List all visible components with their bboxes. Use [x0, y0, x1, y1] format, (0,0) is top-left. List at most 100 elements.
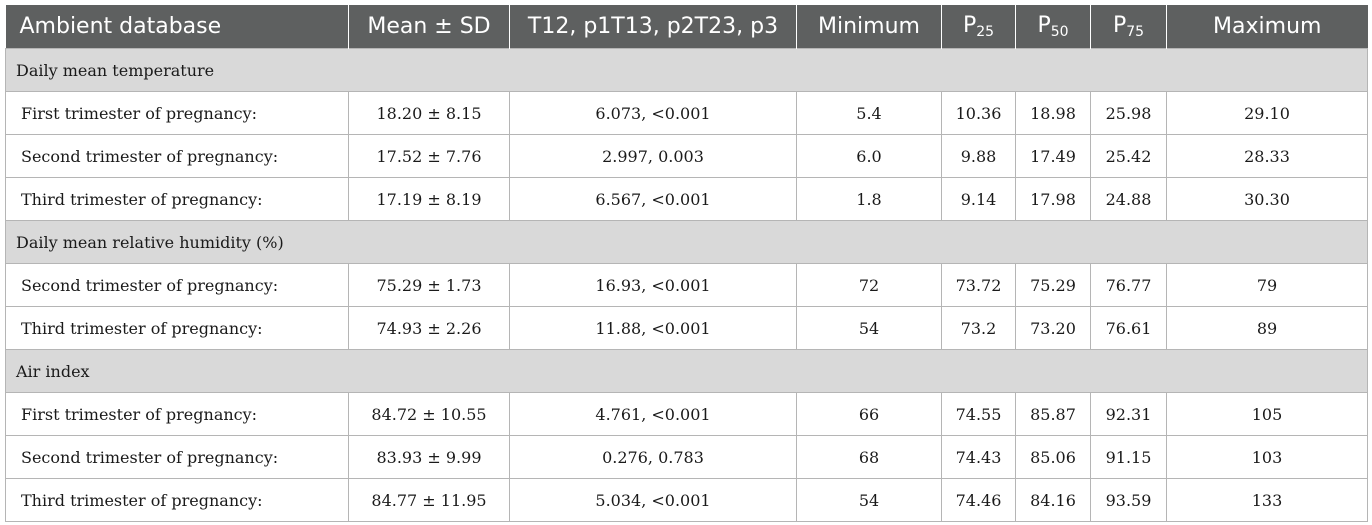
- table-cell: 74.43: [941, 435, 1016, 479]
- table-cell: 6.073, <0.001: [509, 91, 797, 135]
- column-header-text: P: [1112, 13, 1127, 38]
- table-cell: 84.77 ± 11.95: [348, 478, 510, 522]
- section-title: Air index: [5, 349, 1368, 393]
- column-header: T12, p1T13, p2T23, p3: [509, 5, 797, 49]
- column-header: Ambient database: [5, 5, 349, 49]
- table-cell: 25.98: [1090, 91, 1167, 135]
- table-cell: 25.42: [1090, 134, 1167, 178]
- table-cell: 5.034, <0.001: [509, 478, 797, 522]
- table-cell: 16.93, <0.001: [509, 263, 797, 307]
- table-cell: 74.93 ± 2.26: [348, 306, 510, 350]
- table-cell: 93.59: [1090, 478, 1167, 522]
- table-row: Second trimester of pregnancy: 83.93 ± 9.…: [5, 435, 1368, 479]
- column-header-text: Mean ± SD: [367, 14, 491, 39]
- table-cell: 0.276, 0.783: [509, 435, 797, 479]
- row-label: Third trimester of pregnancy:: [5, 177, 349, 221]
- column-header: P25: [941, 5, 1016, 49]
- table-cell: 9.14: [941, 177, 1016, 221]
- table-cell: 54: [796, 306, 942, 350]
- table-cell: 17.49: [1015, 134, 1091, 178]
- header-row: Ambient database Mean ± SD T12, p1T13, p2T…: [5, 5, 1368, 49]
- table-cell: 133: [1166, 478, 1368, 522]
- section-title: Daily mean relative humidity (%): [5, 220, 1368, 264]
- table-cell: 73.72: [941, 263, 1016, 307]
- statistics-table: Ambient database Mean ± SD T12, p1T13, p2T…: [5, 5, 1368, 522]
- table-cell: 92.31: [1090, 392, 1167, 436]
- table-cell: 1.8: [796, 177, 942, 221]
- table-cell: 4.761, <0.001: [509, 392, 797, 436]
- table-cell: 29.10: [1166, 91, 1368, 135]
- table-cell: 24.88: [1090, 177, 1167, 221]
- row-label: First trimester of pregnancy:: [5, 392, 349, 436]
- table-row: Second trimester of pregnancy: 17.52 ± 7.…: [5, 134, 1368, 178]
- table-cell: 6.0: [796, 134, 942, 178]
- column-header: Minimum: [796, 5, 942, 49]
- column-header-text: Minimum: [818, 14, 920, 39]
- table-cell: 105: [1166, 392, 1368, 436]
- column-header-text: P: [962, 13, 977, 38]
- table-cell: 72: [796, 263, 942, 307]
- table-body: Daily mean temperature First trimester of…: [5, 48, 1368, 522]
- table-cell: 76.61: [1090, 306, 1167, 350]
- table-cell: 17.19 ± 8.19: [348, 177, 510, 221]
- table-cell: 91.15: [1090, 435, 1167, 479]
- table-cell: 18.98: [1015, 91, 1091, 135]
- table-cell: 73.20: [1015, 306, 1091, 350]
- table-cell: 68: [796, 435, 942, 479]
- section-row: Daily mean temperature: [5, 48, 1368, 92]
- table-cell: 84.16: [1015, 478, 1091, 522]
- table-cell: 75.29 ± 1.73: [348, 263, 510, 307]
- table-cell: 11.88, <0.001: [509, 306, 797, 350]
- column-header: Mean ± SD: [348, 5, 510, 49]
- column-header-text: P: [1037, 13, 1051, 38]
- table-cell: 17.98: [1015, 177, 1091, 221]
- column-header-subscript: 50: [1050, 24, 1069, 40]
- table-cell: 2.997, 0.003: [509, 134, 797, 178]
- table-cell: 54: [796, 478, 942, 522]
- section-row: Air index: [5, 349, 1368, 393]
- row-label: Second trimester of pregnancy:: [5, 134, 349, 178]
- column-header-subscript: 25: [976, 24, 995, 40]
- table-cell: 6.567, <0.001: [509, 177, 797, 221]
- row-label: Third trimester of pregnancy:: [5, 306, 349, 350]
- table-row: First trimester of pregnancy: 18.20 ± 8.1…: [5, 91, 1368, 135]
- table-row: Third trimester of pregnancy: 17.19 ± 8.1…: [5, 177, 1368, 221]
- table-row: Third trimester of pregnancy: 84.77 ± 11.…: [5, 478, 1368, 522]
- row-label: Second trimester of pregnancy:: [5, 263, 349, 307]
- table-cell: 5.4: [796, 91, 942, 135]
- table-cell: 85.06: [1015, 435, 1091, 479]
- column-header-subscript: 75: [1126, 24, 1145, 40]
- table-cell: 76.77: [1090, 263, 1167, 307]
- table-cell: 85.87: [1015, 392, 1091, 436]
- row-label: Second trimester of pregnancy:: [5, 435, 349, 479]
- table-cell: 17.52 ± 7.76: [348, 134, 510, 178]
- table-cell: 74.55: [941, 392, 1016, 436]
- row-label: First trimester of pregnancy:: [5, 91, 349, 135]
- table-cell: 18.20 ± 8.15: [348, 91, 510, 135]
- column-header-text: T12, p1T13, p2T23, p3: [527, 14, 779, 39]
- table-row: Second trimester of pregnancy: 75.29 ± 1.…: [5, 263, 1368, 307]
- section-title: Daily mean temperature: [5, 48, 1368, 92]
- table-cell: 83.93 ± 9.99: [348, 435, 510, 479]
- table-row: First trimester of pregnancy: 84.72 ± 10.…: [5, 392, 1368, 436]
- table-cell: 28.33: [1166, 134, 1368, 178]
- table-cell: 89: [1166, 306, 1368, 350]
- table-cell: 74.46: [941, 478, 1016, 522]
- table-header: Ambient database Mean ± SD T12, p1T13, p2T…: [5, 5, 1368, 49]
- table-cell: 73.2: [941, 306, 1016, 350]
- row-label: Third trimester of pregnancy:: [5, 478, 349, 522]
- table-cell: 84.72 ± 10.55: [348, 392, 510, 436]
- table-cell: 75.29: [1015, 263, 1091, 307]
- table-cell: 10.36: [941, 91, 1016, 135]
- table-cell: 103: [1166, 435, 1368, 479]
- column-header: P50: [1015, 5, 1091, 49]
- column-header-text: Maximum: [1213, 14, 1322, 39]
- section-row: Daily mean relative humidity (%): [5, 220, 1368, 264]
- column-header: P75: [1090, 5, 1167, 49]
- column-header-text: Ambient database: [19, 14, 222, 39]
- table-row: Third trimester of pregnancy: 74.93 ± 2.2…: [5, 306, 1368, 350]
- table-cell: 66: [796, 392, 942, 436]
- table-cell: 9.88: [941, 134, 1016, 178]
- table-cell: 79: [1166, 263, 1368, 307]
- table-cell: 30.30: [1166, 177, 1368, 221]
